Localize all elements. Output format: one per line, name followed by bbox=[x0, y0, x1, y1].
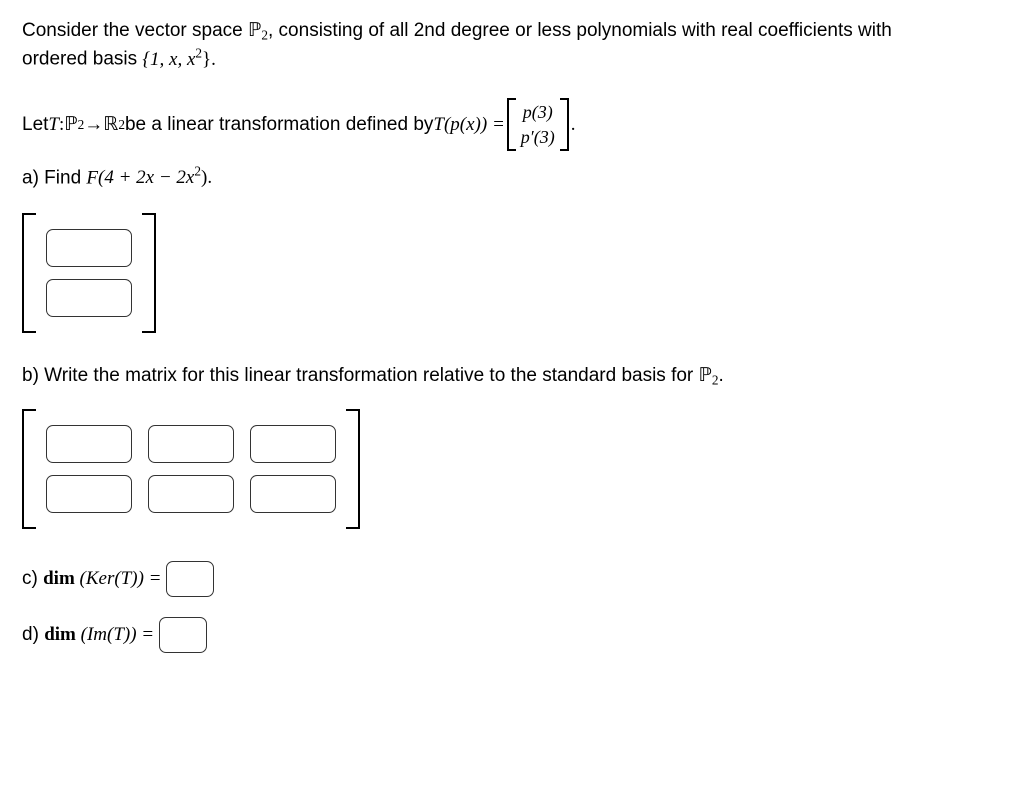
answer-b-12[interactable] bbox=[148, 425, 234, 463]
answer-b-23[interactable] bbox=[250, 475, 336, 513]
intro-text-2: , consisting of all 2nd degree or less p… bbox=[268, 20, 892, 41]
answer-b-22[interactable] bbox=[148, 475, 234, 513]
part-c-prompt: c) dim (Ker(T)) = bbox=[22, 561, 1002, 597]
Tpx: T(p(x)) = bbox=[433, 112, 504, 138]
answer-a-1[interactable] bbox=[46, 229, 132, 267]
part-b-answer-matrix bbox=[22, 409, 1002, 529]
part-b-prompt: b) Write the matrix for this linear tran… bbox=[22, 363, 1002, 389]
basis-set: {1, x, x2}. bbox=[142, 49, 216, 70]
answer-b-21[interactable] bbox=[46, 475, 132, 513]
part-a-answer-matrix bbox=[22, 213, 1002, 333]
output-vector: p(3) p′(3) bbox=[507, 98, 569, 151]
intro-text-3: ordered basis bbox=[22, 49, 142, 70]
p2-symbol: ℙ bbox=[248, 20, 261, 41]
T-symbol: T bbox=[48, 112, 59, 138]
answer-c[interactable] bbox=[166, 561, 214, 597]
intro-text-1: Consider the vector space bbox=[22, 20, 248, 41]
p2-sub: 2 bbox=[261, 27, 268, 42]
answer-a-2[interactable] bbox=[46, 279, 132, 317]
answer-b-13[interactable] bbox=[250, 425, 336, 463]
r-symbol: ℝ bbox=[103, 112, 118, 138]
p2-symbol: ℙ bbox=[64, 112, 77, 138]
intro-paragraph: Consider the vector space ℙ2, consisting… bbox=[22, 18, 1002, 72]
part-a-prompt: a) Find F(4 + 2x − 2x2). bbox=[22, 163, 1002, 191]
answer-b-11[interactable] bbox=[46, 425, 132, 463]
part-d-prompt: d) dim (Im(T)) = bbox=[22, 617, 1002, 653]
transformation-definition: Let T : ℙ2 → ℝ2 be a linear transformati… bbox=[22, 98, 1002, 151]
answer-d[interactable] bbox=[159, 617, 207, 653]
